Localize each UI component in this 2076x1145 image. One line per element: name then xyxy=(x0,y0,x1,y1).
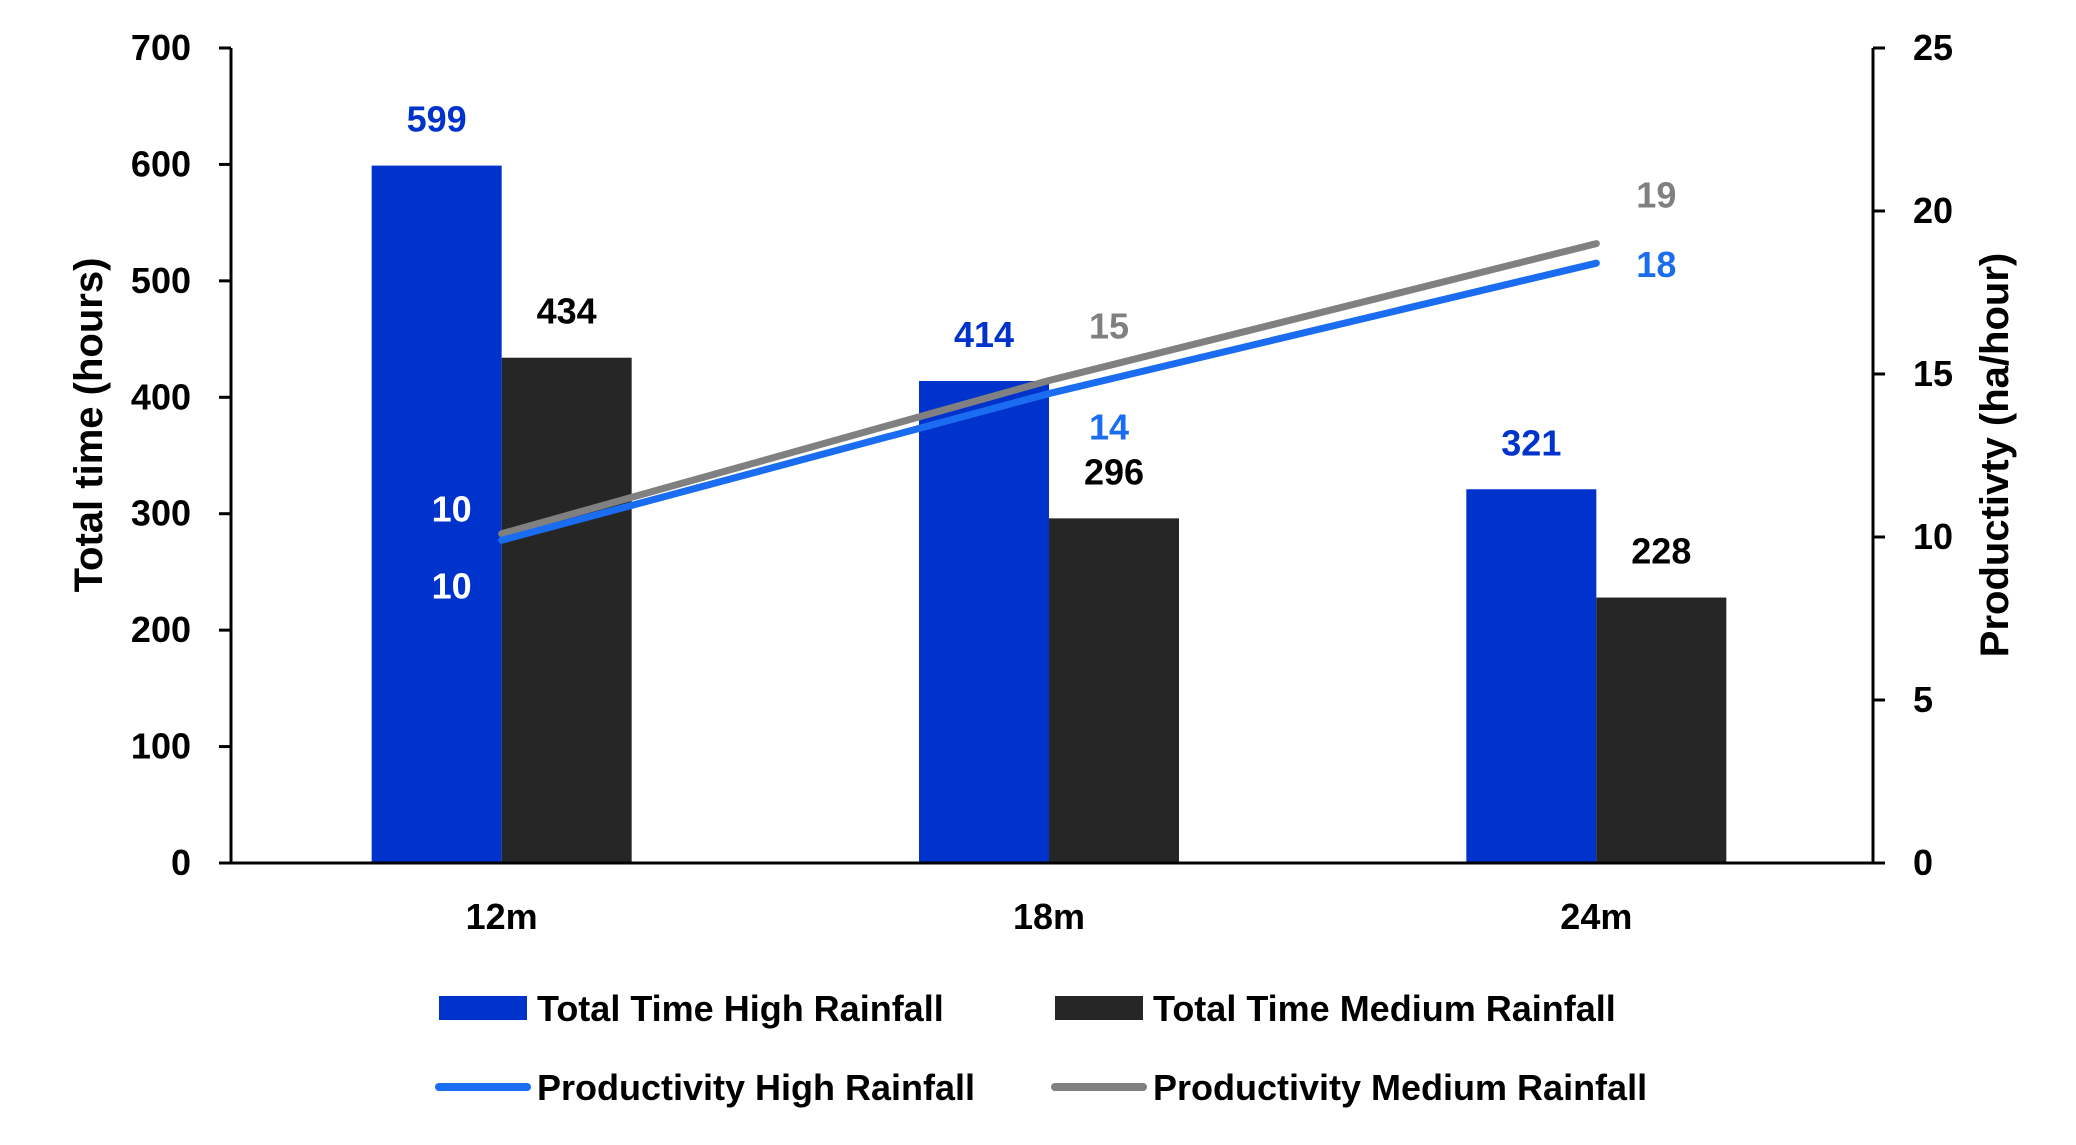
bar-data-label: 321 xyxy=(1501,422,1561,463)
x-axis: 12m 18m 24m xyxy=(229,861,1875,937)
legend: Total Time High Rainfall Total Time Mediu… xyxy=(435,988,1647,1108)
line-data-label: 10 xyxy=(432,489,472,530)
series-line xyxy=(498,240,1600,538)
legend-label: Total Time Medium Rainfall xyxy=(1153,988,1616,1029)
y-left-tick-label: 0 xyxy=(171,842,191,883)
x-category-label: 24m xyxy=(1560,896,1632,937)
bar xyxy=(501,357,632,863)
line-data-label: 10 xyxy=(432,565,472,606)
legend-item: Total Time Medium Rainfall xyxy=(1055,988,1616,1029)
bar xyxy=(1596,597,1727,863)
legend-label: Total Time High Rainfall xyxy=(537,988,944,1029)
y-right-tick-label: 5 xyxy=(1913,679,1933,720)
y-left-tick-label: 200 xyxy=(131,609,191,650)
y-right-tick-label: 0 xyxy=(1913,842,1933,883)
legend-swatch xyxy=(439,996,527,1020)
y-axis-right-ticks: 0 5 10 15 20 25 xyxy=(1873,27,1953,883)
y-left-tick-label: 100 xyxy=(131,726,191,767)
bar xyxy=(1466,489,1597,863)
bar-data-label: 599 xyxy=(407,99,467,140)
line-labels-1: 10 15 19 xyxy=(432,175,1677,530)
bar-series-1: 434 296 228 xyxy=(501,291,1727,863)
x-axis-labels: 12m 18m 24m xyxy=(466,896,1633,937)
y-right-tick-label: 15 xyxy=(1913,353,1953,394)
y-left-tick-label: 600 xyxy=(131,143,191,184)
y-axis-right: 0 5 10 15 20 25 xyxy=(1871,27,1953,883)
line-data-label: 18 xyxy=(1636,244,1676,285)
legend-swatch xyxy=(1055,996,1143,1020)
line-data-label: 15 xyxy=(1089,306,1129,347)
series-line xyxy=(498,259,1600,544)
legend-item: Productivity High Rainfall xyxy=(435,1067,975,1108)
y-left-tick-label: 700 xyxy=(131,27,191,68)
y-left-tick-label: 400 xyxy=(131,376,191,417)
bar-series-0: 599 414 321 xyxy=(371,99,1597,864)
line-data-label: 14 xyxy=(1089,407,1129,448)
y-left-tick-label: 300 xyxy=(131,493,191,534)
bar-data-label: 228 xyxy=(1631,531,1691,572)
y-right-tick-label: 10 xyxy=(1913,516,1953,557)
legend-item: Productivity Medium Rainfall xyxy=(1051,1067,1647,1108)
bar-data-label: 434 xyxy=(537,291,597,332)
y-left-tick-label: 500 xyxy=(131,260,191,301)
x-category-label: 18m xyxy=(1013,896,1085,937)
legend-label: Productivity Medium Rainfall xyxy=(1153,1067,1647,1108)
plot-area: 599 414 321 434 296 228 10 14 18 10 15 19 xyxy=(371,99,1727,864)
bar-data-label: 414 xyxy=(954,314,1014,355)
y-axis-left-ticks: 0 100 200 300 400 500 600 700 xyxy=(131,27,231,883)
line-labels-0: 10 14 18 xyxy=(432,244,1677,606)
y-right-tick-label: 25 xyxy=(1913,27,1953,68)
line-series-0 xyxy=(498,259,1600,544)
line-series-1 xyxy=(498,240,1600,538)
y-right-tick-label: 20 xyxy=(1913,190,1953,231)
y-axis-left-title: Total time (hours) xyxy=(67,258,111,593)
bar xyxy=(919,380,1049,863)
y-axis-right-title: Productivty (ha/hour) xyxy=(1973,253,2017,657)
line-data-label: 19 xyxy=(1636,175,1676,216)
legend-label: Productivity High Rainfall xyxy=(537,1067,975,1108)
y-axis-left: 0 100 200 300 400 500 600 700 xyxy=(131,27,233,883)
x-category-label: 12m xyxy=(466,896,538,937)
bar xyxy=(371,165,502,864)
legend-item: Total Time High Rainfall xyxy=(439,988,944,1029)
bar-data-label: 296 xyxy=(1084,451,1144,492)
bar xyxy=(1049,518,1179,863)
